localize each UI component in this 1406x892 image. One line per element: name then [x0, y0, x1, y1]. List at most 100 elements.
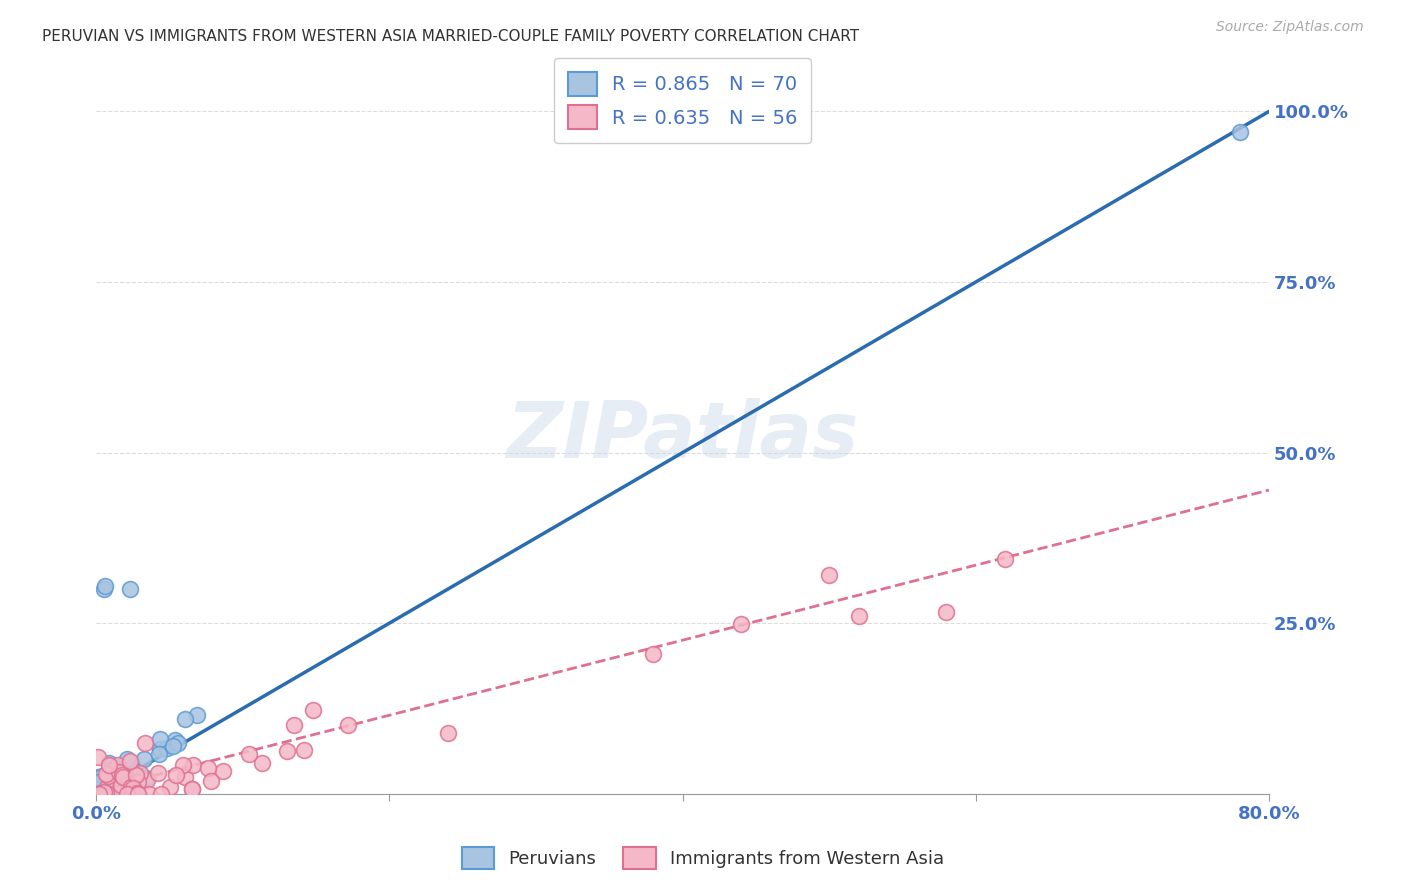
Point — [643, 648, 665, 662]
Point — [87, 786, 110, 800]
Point — [115, 780, 138, 794]
Point — [104, 781, 127, 796]
Point — [115, 787, 138, 801]
Point — [124, 778, 146, 792]
Point — [96, 780, 118, 794]
Point — [120, 582, 142, 596]
Point — [121, 761, 143, 775]
Point — [86, 787, 108, 801]
Point — [87, 787, 110, 801]
Point — [101, 774, 124, 789]
Point — [149, 787, 172, 801]
Point — [94, 767, 117, 781]
Point — [101, 781, 124, 796]
Point — [148, 747, 170, 761]
Point — [100, 778, 122, 792]
Point — [121, 760, 143, 774]
Point — [159, 780, 181, 794]
Point — [114, 762, 136, 776]
Point — [818, 567, 841, 582]
Point — [1229, 125, 1251, 139]
Point — [238, 747, 260, 761]
Point — [97, 769, 120, 783]
Point — [86, 787, 108, 801]
Point — [730, 617, 752, 632]
Point — [98, 758, 121, 772]
Point — [94, 786, 117, 800]
Point — [84, 787, 107, 801]
Point — [91, 787, 114, 801]
Point — [120, 780, 142, 794]
Point — [105, 786, 128, 800]
Point — [97, 770, 120, 784]
Point — [89, 786, 111, 800]
Point — [125, 764, 148, 779]
Point — [86, 750, 108, 764]
Point — [97, 787, 120, 801]
Point — [101, 763, 124, 777]
Point — [283, 718, 305, 732]
Point — [98, 787, 121, 801]
Point — [93, 785, 115, 799]
Point — [180, 781, 202, 796]
Point — [276, 744, 298, 758]
Point — [107, 764, 129, 779]
Point — [115, 752, 138, 766]
Point — [165, 767, 187, 781]
Point — [162, 739, 184, 754]
Point — [149, 742, 172, 756]
Point — [165, 733, 187, 747]
Point — [292, 743, 315, 757]
Point — [110, 760, 132, 774]
Point — [100, 784, 122, 798]
Point — [848, 608, 870, 623]
Point — [103, 782, 125, 797]
Legend: Peruvians, Immigrants from Western Asia: Peruvians, Immigrants from Western Asia — [454, 839, 952, 876]
Point — [104, 784, 127, 798]
Point — [97, 756, 120, 770]
Text: ZIPatlas: ZIPatlas — [506, 398, 859, 474]
Point — [127, 787, 149, 801]
Point — [87, 776, 110, 790]
Point — [117, 780, 139, 795]
Point — [118, 772, 141, 787]
Point — [107, 772, 129, 787]
Point — [211, 764, 233, 779]
Point — [134, 752, 156, 766]
Point — [118, 762, 141, 776]
Text: PERUVIAN VS IMMIGRANTS FROM WESTERN ASIA MARRIED-COUPLE FAMILY POVERTY CORRELATI: PERUVIAN VS IMMIGRANTS FROM WESTERN ASIA… — [42, 29, 859, 44]
Point — [181, 781, 204, 796]
Point — [250, 756, 273, 771]
Point — [121, 785, 143, 799]
Point — [101, 758, 124, 772]
Point — [112, 770, 135, 784]
Point — [138, 787, 160, 801]
Point — [90, 778, 112, 792]
Point — [105, 778, 128, 792]
Point — [302, 703, 325, 717]
Point — [97, 775, 120, 789]
Point — [135, 771, 157, 785]
Point — [935, 605, 957, 619]
Point — [994, 551, 1017, 566]
Point — [107, 758, 129, 772]
Point — [105, 766, 128, 780]
Legend: R = 0.865   N = 70, R = 0.635   N = 56: R = 0.865 N = 70, R = 0.635 N = 56 — [554, 58, 811, 143]
Point — [103, 787, 125, 801]
Point — [127, 786, 149, 800]
Point — [97, 787, 120, 801]
Point — [181, 758, 204, 772]
Point — [91, 787, 114, 801]
Point — [100, 782, 122, 797]
Point — [129, 766, 152, 780]
Point — [118, 754, 141, 768]
Point — [197, 760, 219, 774]
Point — [108, 780, 131, 794]
Point — [87, 787, 110, 801]
Point — [148, 732, 170, 747]
Point — [103, 787, 125, 801]
Point — [173, 712, 195, 726]
Point — [96, 787, 118, 801]
Point — [156, 741, 179, 756]
Point — [94, 787, 117, 801]
